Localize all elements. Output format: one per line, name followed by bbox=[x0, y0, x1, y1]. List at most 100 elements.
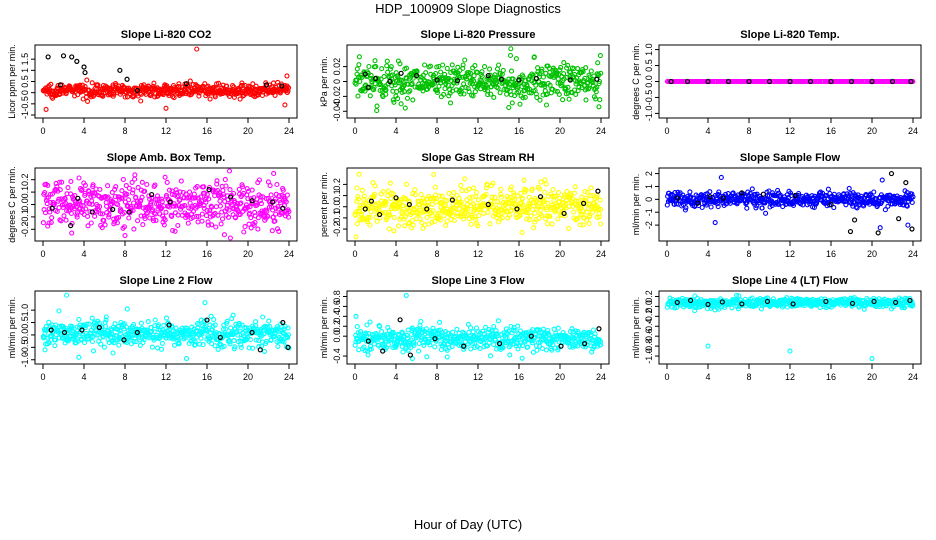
data-point bbox=[372, 183, 378, 189]
data-point bbox=[206, 184, 213, 190]
black-point bbox=[372, 75, 379, 82]
data-point bbox=[116, 342, 122, 348]
black-point bbox=[124, 76, 130, 82]
data-point bbox=[498, 191, 504, 197]
data-point bbox=[585, 189, 591, 195]
data-point bbox=[56, 196, 62, 202]
data-point bbox=[488, 91, 494, 97]
data-point bbox=[90, 348, 97, 354]
black-point bbox=[406, 201, 412, 208]
data-point bbox=[543, 347, 549, 353]
black-point bbox=[81, 64, 87, 70]
data-point bbox=[531, 54, 537, 60]
data-point bbox=[75, 92, 81, 98]
data-point bbox=[598, 221, 604, 227]
data-point bbox=[219, 216, 226, 222]
data-point bbox=[164, 83, 170, 89]
data-point bbox=[204, 191, 210, 197]
black-point bbox=[695, 200, 701, 206]
data-point bbox=[374, 108, 380, 114]
data-point bbox=[587, 213, 593, 219]
data-point bbox=[877, 225, 883, 231]
x-tick-label: 8 bbox=[122, 126, 127, 136]
data-point bbox=[496, 203, 503, 209]
x-tick-label: 16 bbox=[514, 372, 524, 382]
data-point bbox=[882, 207, 888, 213]
data-point bbox=[398, 101, 404, 107]
data-point bbox=[387, 66, 393, 72]
data-point bbox=[510, 76, 516, 82]
data-point bbox=[432, 184, 438, 190]
data-point bbox=[476, 213, 482, 219]
black-point bbox=[263, 82, 270, 88]
x-tick-label: 4 bbox=[705, 249, 710, 259]
black-point bbox=[828, 78, 834, 85]
black-point bbox=[889, 78, 896, 85]
data-point bbox=[43, 106, 49, 112]
y-tick-label: 0 bbox=[20, 90, 30, 95]
x-tick-label: 24 bbox=[908, 249, 918, 259]
x-tick-label: 4 bbox=[705, 372, 710, 382]
data-point bbox=[539, 68, 545, 74]
data-point bbox=[82, 84, 88, 90]
data-point bbox=[132, 172, 138, 178]
data-point bbox=[163, 315, 170, 321]
data-point bbox=[388, 64, 394, 70]
data-point bbox=[544, 221, 551, 227]
data-point bbox=[537, 186, 543, 192]
panel-title: Slope Sample Flow bbox=[740, 152, 841, 164]
data-point bbox=[56, 308, 62, 314]
black-point bbox=[847, 228, 854, 235]
x-tick-label: 0 bbox=[352, 126, 357, 136]
data-point bbox=[425, 199, 431, 206]
data-point bbox=[354, 185, 360, 191]
data-point bbox=[89, 315, 95, 321]
data-point bbox=[533, 82, 539, 88]
data-point bbox=[470, 194, 476, 200]
data-point bbox=[492, 72, 498, 78]
data-point bbox=[194, 213, 200, 219]
data-point bbox=[565, 84, 571, 90]
data-point bbox=[467, 70, 473, 76]
data-point bbox=[450, 329, 456, 335]
data-point bbox=[386, 226, 392, 232]
data-point bbox=[102, 222, 108, 228]
black-point bbox=[49, 205, 55, 211]
data-point bbox=[88, 334, 94, 340]
data-point bbox=[543, 102, 550, 108]
data-point bbox=[466, 186, 472, 192]
data-point bbox=[223, 183, 229, 189]
data-point bbox=[119, 195, 125, 201]
x-tick-label: 16 bbox=[826, 249, 836, 259]
data-series bbox=[664, 292, 916, 362]
data-point bbox=[231, 338, 237, 344]
y-tick-label: 0.0 bbox=[20, 329, 30, 342]
data-point bbox=[353, 209, 359, 215]
data-point bbox=[232, 215, 239, 221]
data-point bbox=[383, 87, 389, 93]
data-point bbox=[542, 189, 548, 195]
data-point bbox=[226, 207, 232, 213]
black-point bbox=[424, 206, 430, 212]
data-point bbox=[120, 176, 126, 183]
data-point bbox=[433, 70, 439, 77]
data-point bbox=[473, 216, 479, 222]
data-point bbox=[571, 190, 577, 196]
y-tick-label: 1.0 bbox=[20, 304, 30, 317]
data-point bbox=[497, 90, 503, 96]
data-series bbox=[40, 292, 292, 362]
data-point bbox=[537, 97, 543, 103]
data-point bbox=[420, 203, 426, 209]
data-point bbox=[260, 314, 266, 320]
data-series bbox=[352, 46, 604, 114]
data-point bbox=[438, 69, 444, 75]
data-point bbox=[163, 105, 169, 111]
data-point bbox=[187, 78, 193, 84]
data-point bbox=[273, 211, 279, 217]
data-point bbox=[392, 82, 398, 88]
x-tick-label: 0 bbox=[40, 126, 45, 136]
data-point bbox=[491, 323, 497, 330]
data-point bbox=[212, 94, 218, 100]
data-point bbox=[245, 196, 251, 202]
